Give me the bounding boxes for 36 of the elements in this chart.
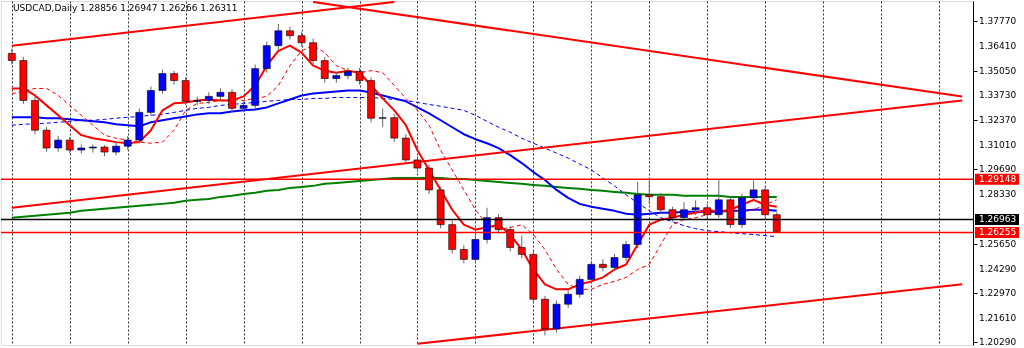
candlestick — [228, 88, 236, 113]
candlestick — [599, 258, 607, 272]
ref-line-label: 1.26255 — [979, 227, 1017, 238]
y-tick-label: 1.37770 — [979, 15, 1017, 26]
y-tick-label: 1.28330 — [979, 189, 1017, 200]
y-tick-label: 1.32370 — [979, 115, 1017, 126]
candlestick — [286, 26, 294, 41]
candlestick — [622, 240, 630, 262]
candlestick — [390, 113, 399, 143]
y-tick-label: 1.29690 — [979, 164, 1017, 175]
y-tick-label: 1.36410 — [979, 40, 1017, 51]
candlestick — [112, 142, 120, 156]
y-tick-label: 1.21610 — [979, 312, 1017, 323]
candlestick — [158, 69, 167, 95]
candlestick — [344, 67, 352, 80]
y-tick-label: 1.20290 — [979, 337, 1017, 348]
candlestick — [274, 23, 283, 51]
candlestick — [517, 234, 526, 259]
candlestick — [378, 108, 387, 128]
candlestick — [402, 133, 410, 165]
chart-title: USDCAD,Daily 1.28856 1.26947 1.26266 1.26311 — [13, 3, 238, 13]
candlestick — [89, 143, 97, 154]
candlestick — [42, 126, 51, 153]
y-tick-label: 1.35050 — [979, 65, 1017, 76]
candlestick — [320, 56, 329, 84]
y-tick-label: 1.25650 — [979, 238, 1017, 249]
y-tick-label: 1.33730 — [979, 90, 1017, 101]
candlestick — [575, 275, 584, 299]
candlestick — [657, 192, 665, 214]
y-tick-label: 1.22970 — [979, 287, 1017, 298]
candlestick — [262, 40, 271, 74]
y-tick-label: 1.31010 — [979, 140, 1017, 151]
ref-line-label: 1.29148 — [979, 174, 1017, 185]
candlestick — [749, 179, 758, 202]
ref-line-label: 1.26963 — [979, 214, 1017, 225]
y-tick-label: 1.24290 — [979, 263, 1017, 274]
